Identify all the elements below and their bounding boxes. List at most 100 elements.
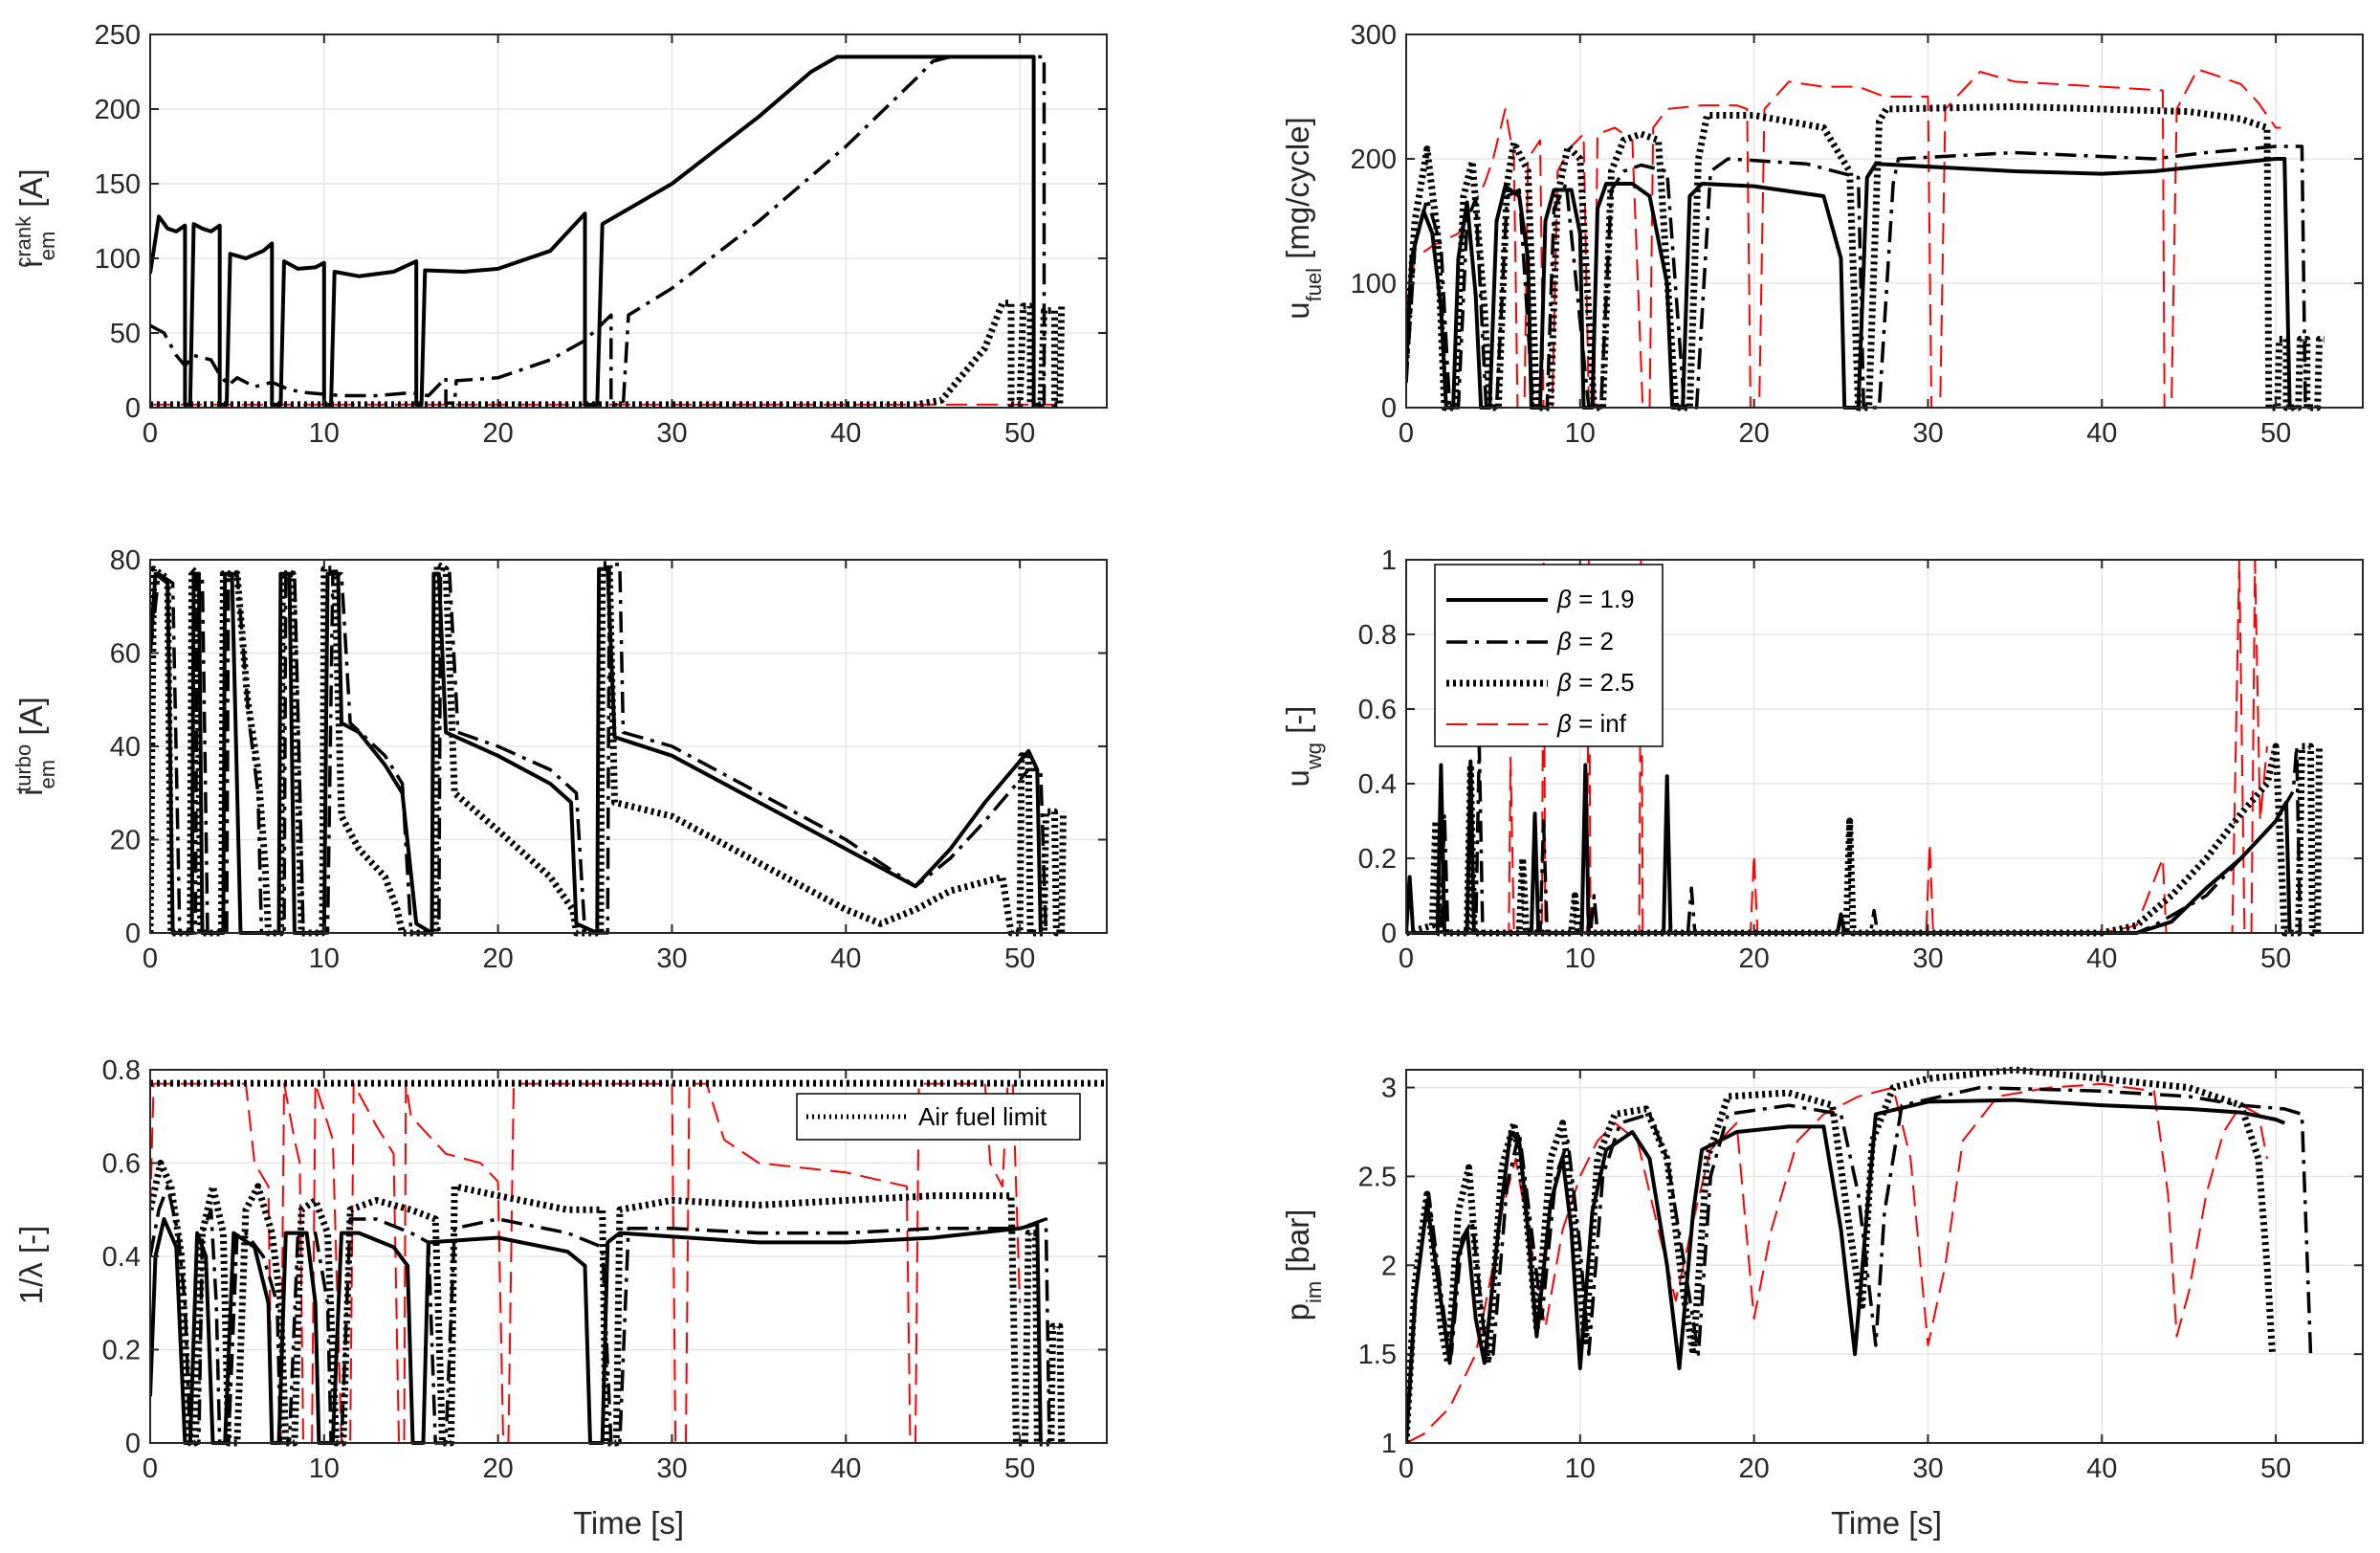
x-tick-label: 20 (483, 943, 514, 974)
y-tick-label: 50 (110, 319, 141, 349)
fuel-ylabel: ufuel [mg/cycle] (1280, 117, 1326, 320)
x-tick-label: 20 (483, 1453, 514, 1484)
fuel-injection-chart: ufuel [mg/cycle] 0 10 20 30 40 50 0 100 200 300 (1280, 20, 2364, 449)
axes-box (149, 33, 1108, 409)
x-tick-label: 10 (1565, 418, 1596, 449)
x-tick-label: 50 (1004, 1453, 1035, 1484)
y-tick-label: 0.2 (102, 1336, 141, 1366)
x-tick-label: 10 (1565, 943, 1596, 974)
y-tick-label: 100 (95, 244, 141, 275)
pressure-xlabel: Time [s] (1831, 1505, 1942, 1541)
y-tick-label: 2.5 (1358, 1162, 1397, 1192)
x-tick-label: 10 (1565, 1453, 1596, 1484)
y-tick-label: 250 (95, 20, 141, 51)
svg-text:β = 2: β = 2 (1556, 627, 1614, 655)
x-tick-label: 0 (1399, 1453, 1414, 1484)
y-tick-label: 300 (1351, 20, 1397, 51)
x-tick-label: 50 (2260, 418, 2291, 449)
y-tick-label: 1 (1381, 1429, 1397, 1459)
series-line-beta-inf (1406, 1082, 2268, 1444)
x-tick-label: 40 (2086, 943, 2117, 974)
svg-text:β = 1.9: β = 1.9 (1556, 585, 1635, 613)
y-tick-label: 20 (110, 826, 141, 856)
svg-text:β = inf: β = inf (1556, 709, 1627, 738)
x-tick-label: 20 (483, 418, 514, 449)
plot-area (1406, 34, 2363, 408)
x-tick-label: 20 (1739, 1453, 1770, 1484)
turbo-ylabel: iemturbo [A] (11, 697, 59, 796)
x-tick-label: 0 (143, 418, 158, 449)
series-line-beta-2 (1406, 744, 2303, 935)
legend-entry-beta-2-5: β = 2.5 (1556, 668, 1635, 697)
x-tick-label: 30 (656, 943, 687, 974)
x-tick-label: 0 (1399, 943, 1414, 974)
y-tick-label: 200 (1351, 144, 1397, 175)
y-tick-label: 0 (125, 919, 141, 949)
wastegate-ylabel: uwg [-] (1280, 706, 1326, 788)
y-tick-label: 3 (1381, 1074, 1397, 1104)
x-tick-label: 40 (830, 1453, 861, 1484)
crank-ylabel: iemcrank [A] (11, 168, 59, 267)
y-tick-label: 0.6 (102, 1149, 141, 1180)
series-line-beta-2-5 (1406, 1066, 2276, 1444)
y-tick-label: 100 (1351, 269, 1397, 300)
air-fuel-legend-box (796, 1093, 1081, 1141)
series-line-beta-inf (150, 1082, 1022, 1444)
y-tick-label: 0 (125, 1429, 141, 1459)
beta-legend: β = 1.9 β = 2 β = 2.5 β = inf (1434, 564, 1664, 747)
y-tick-label: 1 (1381, 545, 1397, 576)
x-tick-label: 30 (1912, 418, 1943, 449)
legend-entry-beta-1-9: β = 1.9 (1556, 585, 1635, 613)
y-tick-label: 0.4 (102, 1242, 141, 1273)
x-tick-label: 0 (143, 1453, 158, 1484)
y-tick-label: 150 (95, 169, 141, 200)
x-tick-label: 50 (1004, 943, 1035, 974)
series-line-beta-1-9 (1406, 759, 2292, 935)
series-group (1406, 559, 2323, 937)
series-group (150, 55, 1066, 409)
pressure-chart: pim [bar] Time [s] 0 10 20 30 40 50 1 1.5 2 2.5 3 (1280, 1066, 2364, 1541)
x-tick-label: 30 (656, 1453, 687, 1484)
x-tick-label: 30 (1912, 943, 1943, 974)
series-group (1406, 1066, 2313, 1444)
x-tick-label: 0 (1399, 418, 1414, 449)
x-tick-label: 40 (830, 943, 861, 974)
x-tick-label: 10 (309, 418, 340, 449)
plot-area (1406, 1070, 2363, 1443)
x-tick-label: 20 (1739, 943, 1770, 974)
y-tick-label: 2 (1381, 1251, 1397, 1281)
y-tick-label: 60 (110, 639, 141, 670)
y-tick-label: 80 (110, 545, 141, 576)
x-tick-label: 10 (309, 943, 340, 974)
crank-current-chart: iemcrank [A] 0 10 20 30 40 50 0 50 100 150 200 250 (11, 20, 1108, 449)
y-tick-label: 0 (1381, 919, 1397, 949)
x-tick-label: 50 (1004, 418, 1035, 449)
y-tick-label: 0.6 (1358, 695, 1397, 725)
x-tick-label: 10 (309, 1453, 340, 1484)
axes-box (1405, 1069, 2364, 1444)
x-tick-label: 40 (830, 418, 861, 449)
x-tick-label: 30 (1912, 1453, 1943, 1484)
x-tick-label: 30 (656, 418, 687, 449)
turbo-current-chart: iemturbo [A] 0 10 20 30 40 50 0 20 40 60 80 (11, 545, 1108, 974)
plot-area (150, 34, 1107, 408)
y-tick-label: 0 (1381, 393, 1397, 424)
series-line-beta-2 (1406, 144, 2313, 410)
y-tick-label: 200 (95, 95, 141, 125)
series-line-beta-inf (1406, 559, 2268, 934)
x-tick-label: 0 (143, 943, 158, 974)
x-tick-label: 50 (2260, 943, 2291, 974)
y-tick-label: 0.8 (102, 1055, 141, 1086)
air-fuel-legend: Air fuel limit (796, 1093, 1081, 1141)
axes-box (1405, 559, 2364, 934)
y-tick-label: 0.4 (1358, 769, 1397, 800)
pressure-ylabel: pim [bar] (1280, 1209, 1326, 1321)
x-tick-label: 40 (2086, 418, 2117, 449)
axes-box (1405, 33, 2364, 409)
y-tick-label: 1.5 (1358, 1340, 1397, 1370)
lambda-ylabel: 1/λ [-] (13, 1226, 49, 1305)
x-tick-label: 40 (2086, 1453, 2117, 1484)
legend-entry-beta-inf: β = inf (1556, 709, 1627, 738)
air-fuel-legend-label: Air fuel limit (918, 1102, 1047, 1131)
